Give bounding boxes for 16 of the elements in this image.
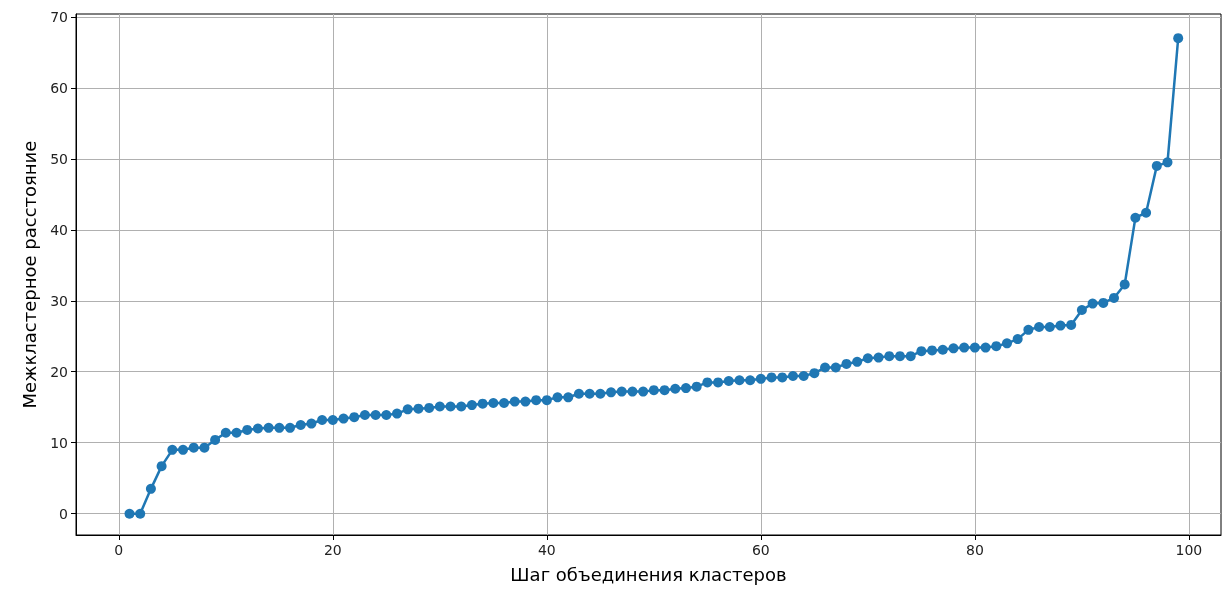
x-tick-label: 100 xyxy=(1175,542,1203,558)
y-tick-label: 50 xyxy=(50,150,68,167)
y-tick-label: 20 xyxy=(50,363,68,380)
x-axis-title: Шаг объединения кластеров xyxy=(510,563,787,585)
x-tick-label: 60 xyxy=(751,542,770,558)
y-axis-title: Межкластерное расстояние xyxy=(18,140,40,409)
y-tick-label: 30 xyxy=(50,292,68,309)
x-tick-label: 40 xyxy=(537,542,556,558)
x-tick-label: 80 xyxy=(965,542,984,558)
y-tick-label: 10 xyxy=(50,434,68,451)
x-tick-label: 0 xyxy=(114,542,124,558)
y-tick-label: 60 xyxy=(50,79,68,96)
y-tick-label: 70 xyxy=(50,8,68,25)
y-tick-label: 0 xyxy=(59,505,68,522)
x-tick-label: 20 xyxy=(323,542,342,558)
y-tick-label: 40 xyxy=(50,221,68,238)
